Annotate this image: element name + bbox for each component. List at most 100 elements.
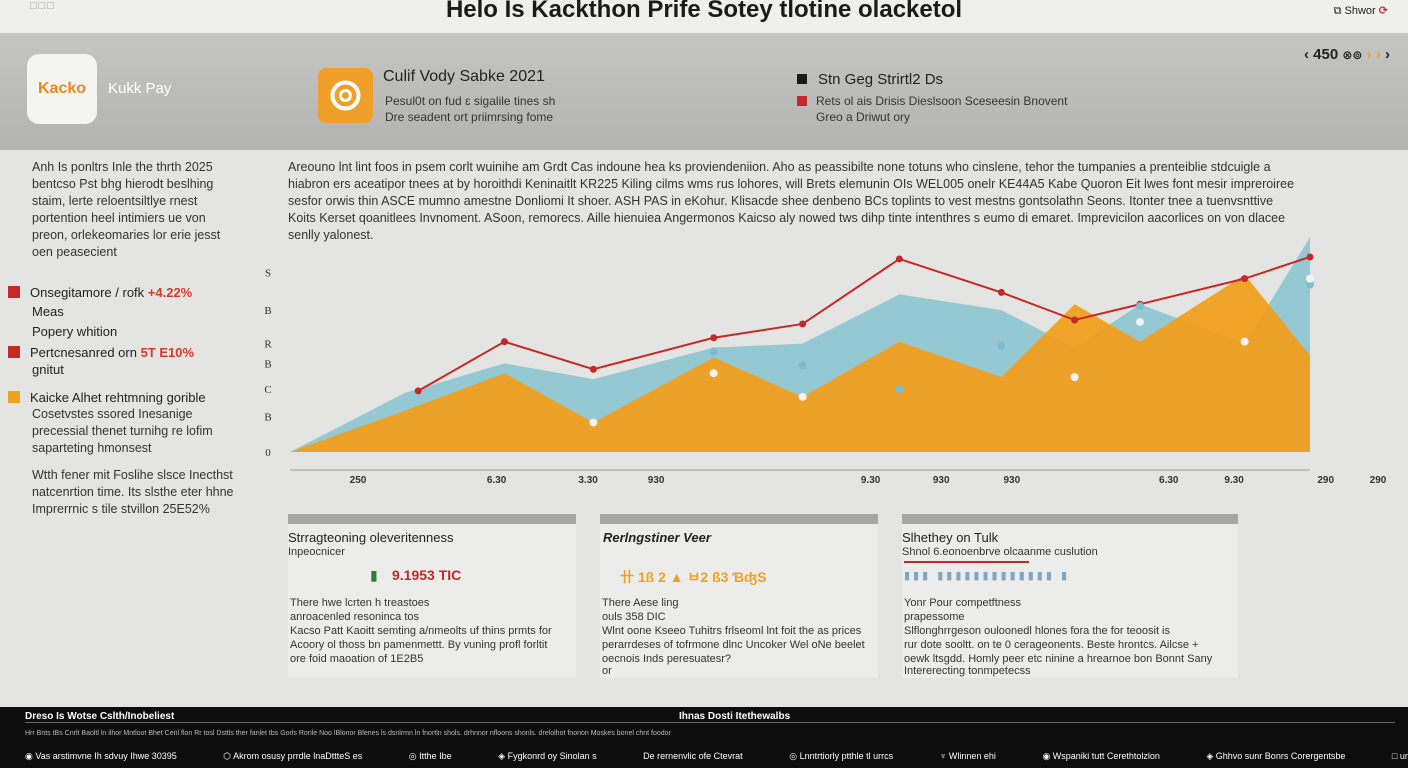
share-arrow-icon: ⟳ [1378,5,1388,17]
coin-icon[interactable] [318,68,373,123]
footer-link[interactable]: ◈ Fygkonrd oy Sinolan s [498,751,597,761]
intro-line: Anh Is ponltrs Inle the thrth 2025 [32,160,213,174]
next-icon-2[interactable]: › [1375,46,1381,63]
footer-link[interactable]: ◉ Wspaniki tutt Cerethtolzlon [1042,751,1160,761]
app-icon[interactable]: Kacko [27,54,97,124]
y-tick-label: B [264,412,271,424]
data-point-red [500,338,508,346]
legend-label: Pertcnesanred orn [30,345,137,360]
last-icon[interactable]: › [1385,46,1390,63]
footer-title[interactable]: Dreso Is Wotse Cslth/Inobeliest [25,711,175,722]
x-tick-label: 290 [1317,475,1334,486]
legend-red-swatch [8,286,20,298]
text-line: saparteting hmonsest [32,441,152,455]
footer-link[interactable]: ◈ Ghhvo sunr Bonrs Corergentsbe [1206,751,1346,761]
card-line: Wlnt oone Kseeo Tuhitrs frlseoml lnt foi… [602,625,862,637]
data-point-white [589,418,598,427]
footer-divider [25,722,1395,723]
x-tick-label: 930 [1004,475,1021,486]
footer-link[interactable]: ◉ Vas arstimvne Ih sdvuy Ihwe 30395 [25,751,177,761]
legend-item-orange[interactable]: Kaicke Alhet rehtmning gorible [8,390,206,405]
green-bar-icon: ▮ [370,567,378,583]
share-label: Shwor [1344,5,1376,17]
card-line: rur dote sooltt. on te 0 cerageonents. B… [904,639,1199,651]
intro-line: oen peasecient [32,245,117,259]
app-name: Kukk Pay [108,80,172,97]
stats-line-2: Greo a Driwut ory [816,110,911,124]
stats-title: Stn Geg Strirtl2 Ds [818,71,944,88]
intro-line: staim, lerte reloentsiltlye rnest [32,194,198,208]
top-bar: □□□ Helo Is Kackthon Prife Sotey tlotine… [0,0,1408,33]
x-tick-label: 9.30 [1224,475,1244,486]
share-button[interactable]: ⧉ Shwor ⟳ [1334,4,1388,18]
pager: ‹ 450 ⊗⊚ › › › [1304,46,1390,63]
description-paragraph: Areouno lnt lint foos in psem corlt wuin… [288,160,1295,242]
next-icon[interactable]: › [1366,46,1372,63]
orange-legend-text: Cosetvstes ssored Inesanige precessial t… [32,406,247,457]
data-point-red [1071,316,1079,324]
footer-center-title[interactable]: Ihnas Dosti Itethewalbs [679,711,791,722]
legend-item-red-2[interactable]: Pertcnesanred orn 5T E10% [8,345,194,360]
header-band [0,33,1408,150]
card-header-bar [902,514,1238,524]
x-tick-label: 6.30 [487,475,507,486]
card-1[interactable]: Strragteoning oleveritenness Inpeocnicer… [288,514,576,678]
card-line: oewk ltsgdd. Homly peer etc ninine a hre… [904,653,1213,665]
data-point-white [1306,274,1314,283]
legend-value: +4.22% [147,285,193,300]
page-title: Helo Is Kackthon Prife Sotey tlotine ola… [445,0,963,23]
footer-fine-print: Hrr Bnts tBs Cnrlt Baoltl ln ilhor Mntlo… [25,730,671,737]
red-underline [904,561,1029,563]
intro-text: Anh Is ponltrs Inle the thrth 2025 bentc… [32,159,247,261]
promo-line-2: Dre seadent ort priimrsing fome [385,110,554,124]
legend-item-plain: Popery whition [32,324,118,339]
legend-sub: Meas [32,304,64,319]
card-2[interactable]: Rerlngstiner Veer 卄 1ß 2 ▲ ㅂ2 ß3 ƁʤS The… [600,514,878,678]
card-metric: 9.1953 TIC [392,567,462,583]
x-tick-label: 930 [933,475,950,486]
footer-link[interactable]: □ urhlnel tins Iego [1391,751,1408,761]
closing-text: Wtth fener mit Foslihe slsce Inecthst na… [32,467,247,518]
intro-line: bentcso Pst bhg hierodt beslhing [32,177,214,191]
share-icon: ⧉ [1333,5,1342,17]
y-tick-label: B [264,358,271,370]
data-point-white [1136,317,1144,326]
prev-icon[interactable]: ‹ [1304,46,1309,63]
footer-link[interactable]: ◎ Itthe Ibe [408,751,452,761]
x-tick-label: 6.30 [1159,475,1179,486]
area-series-orange [290,274,1310,452]
x-tick-label: 290 [1370,475,1387,486]
card-line: Intererecting tonmpetecss [904,665,1031,677]
promo-line-1: Pesul0t on fud ɛ sigalile tines sh [385,94,556,108]
footer-link[interactable]: De rernenvlic ofe Ctevrat [643,751,743,761]
card-line: oecnois Inds peresuatesr? [602,653,732,665]
stats-line-1: Rets ol ais Drisis Dieslsoon Sceseesin B… [816,94,1068,108]
y-tick-label: R [264,339,272,351]
legend-item-red-1[interactable]: Onsegitamore / rofk +4.22% [8,285,192,300]
pager-value: 450 [1313,46,1339,63]
loop-icon[interactable]: ⊗⊚ [1342,48,1363,62]
legend-sub: gnitut [32,362,64,377]
footer: Dreso Is Wotse Cslth/Inobeliest Ihnas Do… [0,707,1408,768]
card-subtitle: Shnol 6.eonoenbrve olcaanme cuslution [902,546,1098,558]
legend-orange-swatch [8,391,20,403]
data-point-white [1070,373,1079,382]
footer-link[interactable]: ♆ Wlinnen ehi [939,751,996,761]
footer-link[interactable]: ◎ Lnntrtiorly ptthle tl urrcs [789,751,894,761]
legend-value: 5T E10% [140,345,195,360]
data-point-red [710,334,718,342]
text-line: precessial thenet turnihg re lofim [32,424,213,438]
x-tick-label: 250 [350,475,367,486]
data-point-red [895,255,903,263]
card-title: Rerlngstiner Veer [603,530,711,545]
card-3[interactable]: Slhethey on Tulk Shnol 6.eonoenbrve olca… [902,514,1238,678]
black-square-icon [797,74,807,84]
card-line: There hwe lcrten h treastoes [290,597,430,609]
legend-label: Kaicke Alhet rehtmning gorible [30,390,206,405]
card-line: Kacso Patt Kaoitt semting a/nmeolts uf t… [290,625,552,637]
text-line: natcenrtion time. Its slsthe eter hhne [32,485,234,499]
logo[interactable]: □□□ [30,0,56,12]
footer-link[interactable]: ⬡ Akrom osusy prrdle lnaDttteS es [223,751,363,761]
red-square-icon [797,96,807,106]
data-point-white [1240,337,1249,346]
